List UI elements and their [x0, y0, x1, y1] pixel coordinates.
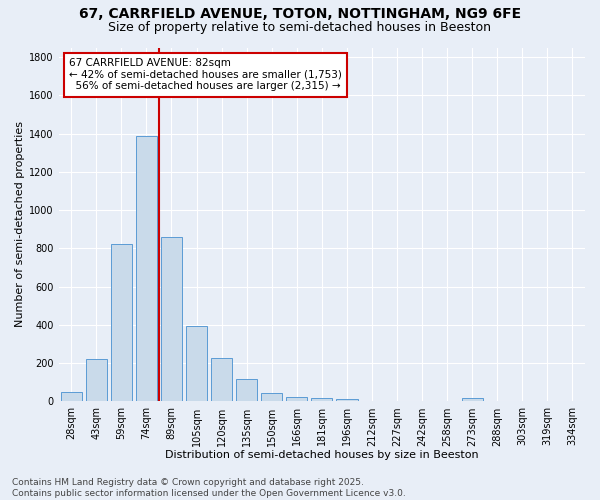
X-axis label: Distribution of semi-detached houses by size in Beeston: Distribution of semi-detached houses by … — [165, 450, 479, 460]
Bar — [461, 398, 483, 402]
Text: Contains HM Land Registry data © Crown copyright and database right 2025.
Contai: Contains HM Land Registry data © Crown c… — [12, 478, 406, 498]
Bar — [61, 392, 82, 402]
Y-axis label: Number of semi-detached properties: Number of semi-detached properties — [15, 122, 25, 328]
Text: 67, CARRFIELD AVENUE, TOTON, NOTTINGHAM, NG9 6FE: 67, CARRFIELD AVENUE, TOTON, NOTTINGHAM,… — [79, 8, 521, 22]
Bar — [161, 237, 182, 402]
Bar — [136, 136, 157, 402]
Bar — [286, 396, 307, 402]
Bar — [261, 393, 283, 402]
Bar — [186, 326, 207, 402]
Bar — [211, 358, 232, 402]
Bar — [311, 398, 332, 402]
Bar — [236, 378, 257, 402]
Bar — [110, 244, 132, 402]
Text: 67 CARRFIELD AVENUE: 82sqm
← 42% of semi-detached houses are smaller (1,753)
  5: 67 CARRFIELD AVENUE: 82sqm ← 42% of semi… — [69, 58, 342, 92]
Bar — [336, 398, 358, 402]
Text: Size of property relative to semi-detached houses in Beeston: Size of property relative to semi-detach… — [109, 21, 491, 34]
Bar — [86, 360, 107, 402]
